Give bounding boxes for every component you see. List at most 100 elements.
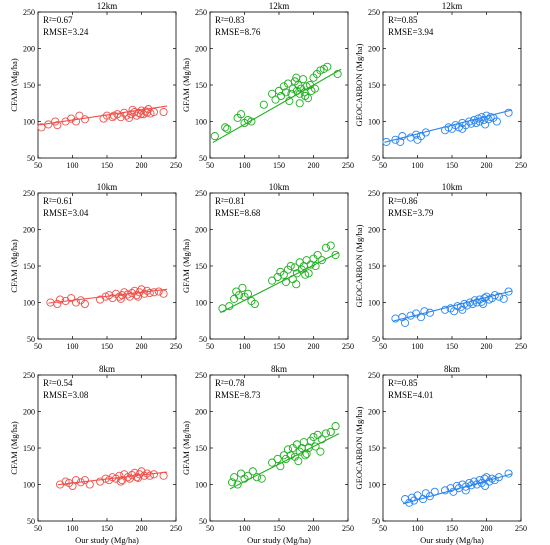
y-tick-label: 200 [195, 45, 207, 54]
y-axis-label: GEOCARBON (Mg/ha) [354, 43, 364, 126]
data-point [494, 292, 503, 301]
data-point [67, 294, 76, 303]
data-point [37, 123, 46, 132]
data-point [441, 305, 450, 314]
data-point [504, 108, 513, 117]
data-point [472, 298, 481, 307]
data-point [68, 481, 77, 491]
data-point [499, 294, 508, 303]
data-point [295, 99, 304, 108]
data-point [391, 135, 400, 144]
data-point [420, 307, 429, 316]
x-tick-label: 250 [515, 524, 527, 533]
data-point [449, 487, 458, 496]
data-point [304, 269, 313, 278]
data-point [470, 477, 479, 486]
chart-title: 12km [269, 1, 290, 11]
x-tick-label: 250 [515, 161, 527, 170]
chart-panel-p4: 10km 50 100 150 200 250 50 100 150 200 250 CFAM (Mg… [9, 182, 182, 351]
y-tick-label: 200 [368, 408, 380, 417]
data-point [53, 299, 62, 309]
data-point [273, 454, 282, 464]
y-tick-label: 250 [23, 8, 35, 17]
data-point [317, 256, 326, 265]
data-point [234, 291, 244, 300]
data-point [286, 451, 295, 460]
data-point [316, 66, 325, 75]
data-point [149, 288, 158, 297]
data-point [321, 243, 330, 252]
x-tick-label: 250 [342, 524, 354, 533]
data-point [233, 480, 242, 489]
rmse-label: RMSE=3.08 [43, 390, 89, 400]
x-tick-label: 100 [239, 342, 251, 351]
data-point [133, 473, 143, 482]
chart-panel-p9: 8km 50 100 150 200 250 50 100 150 200 250 GEOCARBON… [354, 364, 527, 545]
data-point [210, 132, 219, 141]
chart-title: 8km [99, 364, 115, 374]
y-tick-label: 150 [23, 81, 35, 90]
chart-panel-p3: 12km 50 100 150 200 250 50 100 150 200 250 GEOCARBO… [354, 1, 527, 170]
fit-line [384, 109, 513, 143]
y-tick-label: 200 [23, 226, 35, 235]
data-point [309, 432, 318, 442]
y-tick-label: 50 [27, 517, 35, 526]
x-tick-label: 200 [136, 161, 148, 170]
y-tick-label: 50 [27, 335, 35, 344]
x-tick-label: 150 [101, 524, 113, 533]
y-tick-label: 200 [368, 45, 380, 54]
x-tick-label: 150 [101, 161, 113, 170]
x-tick-label: 200 [308, 342, 320, 351]
data-point [413, 491, 422, 500]
data-point [276, 462, 285, 471]
rmse-label: RMSE=8.76 [215, 27, 261, 37]
data-point [247, 117, 256, 126]
x-tick-label: 150 [101, 342, 113, 351]
data-point [71, 476, 80, 485]
data-point [331, 422, 340, 431]
data-point [316, 447, 325, 456]
y-tick-label: 50 [372, 335, 380, 344]
chart-panel-p1: 12km 50 100 150 200 250 50 100 150 200 250 CFAM (Mg… [9, 1, 182, 170]
data-point [238, 283, 247, 292]
x-tick-label: 100 [67, 524, 79, 533]
y-axis-label: GFAM (Mg/ha) [181, 239, 191, 293]
r-squared-label: R²=0.81 [215, 196, 245, 206]
data-point [299, 75, 308, 84]
data-point [333, 70, 342, 79]
data-point [313, 250, 322, 260]
rmse-label: RMSE=3.79 [388, 208, 434, 218]
rmse-label: RMSE=3.94 [388, 27, 434, 37]
y-tick-label: 50 [27, 154, 35, 163]
y-tick-label: 250 [368, 371, 380, 380]
data-point [458, 305, 467, 314]
y-tick-label: 250 [195, 371, 207, 380]
data-point [248, 467, 257, 476]
chart-panel-p7: 8km 50 100 150 200 250 50 100 150 200 250 CFAM (Mg/… [9, 364, 182, 545]
fit-line [48, 288, 168, 304]
data-point [250, 299, 259, 309]
y-tick-label: 200 [195, 408, 207, 417]
y-tick-label: 100 [368, 299, 380, 308]
chart-panel-p2: 12km 50 100 150 200 250 50 100 150 200 250 GFAM (Mg… [181, 1, 354, 170]
y-axis-label: GEOCARBON (Mg/ha) [354, 406, 364, 489]
data-point [302, 256, 311, 265]
x-tick-label: 200 [136, 524, 148, 533]
data-point [221, 123, 230, 132]
data-point [492, 117, 501, 126]
chart-title: 10km [442, 182, 463, 192]
data-point [281, 88, 290, 97]
data-point [279, 270, 288, 279]
data-point [310, 84, 319, 93]
y-tick-label: 250 [368, 189, 380, 198]
data-point [271, 95, 280, 104]
data-point [323, 62, 332, 71]
data-point [292, 73, 301, 82]
data-point [268, 89, 277, 98]
fit-line [57, 471, 168, 486]
data-point [421, 489, 430, 498]
r-squared-label: R²=0.67 [43, 15, 73, 25]
x-tick-label: 150 [273, 342, 285, 351]
x-tick-label: 50 [206, 524, 214, 533]
